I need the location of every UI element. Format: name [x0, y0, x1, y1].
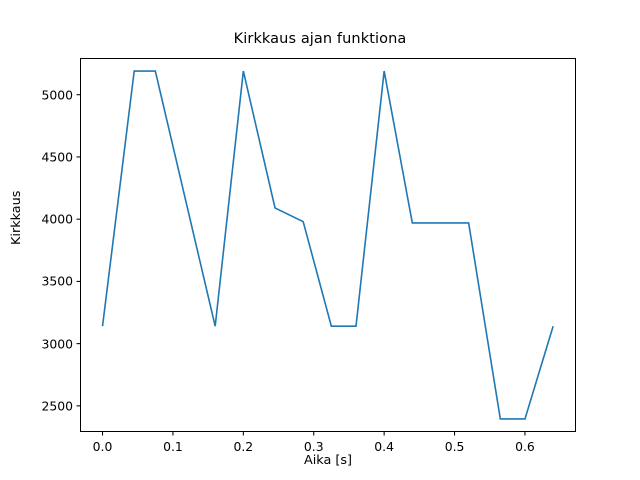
y-tick-label: 3000 [41, 336, 73, 352]
y-tick-label: 4500 [41, 149, 73, 165]
chart-title: Kirkkaus ajan funktiona [233, 31, 407, 47]
x-tick-label: 0.5 [444, 439, 465, 454]
y-tick-label: 2500 [41, 398, 73, 414]
y-axis-label: Kirkkaus [9, 190, 24, 245]
x-tick-label: 0.2 [233, 439, 254, 454]
x-axis-label: Aika [s] [303, 453, 353, 468]
y-tick-label: 4000 [41, 211, 73, 227]
y-tick-label: 5000 [41, 87, 73, 103]
x-tick-label: 0.1 [163, 439, 183, 454]
axes-frame [80, 58, 576, 432]
x-tick-label: 0.6 [515, 439, 535, 454]
x-tick-label: 0.0 [92, 439, 113, 454]
x-tick-label: 0.4 [374, 439, 394, 454]
y-tick-label: 3500 [41, 273, 73, 289]
x-tick-label: 0.3 [303, 439, 324, 454]
